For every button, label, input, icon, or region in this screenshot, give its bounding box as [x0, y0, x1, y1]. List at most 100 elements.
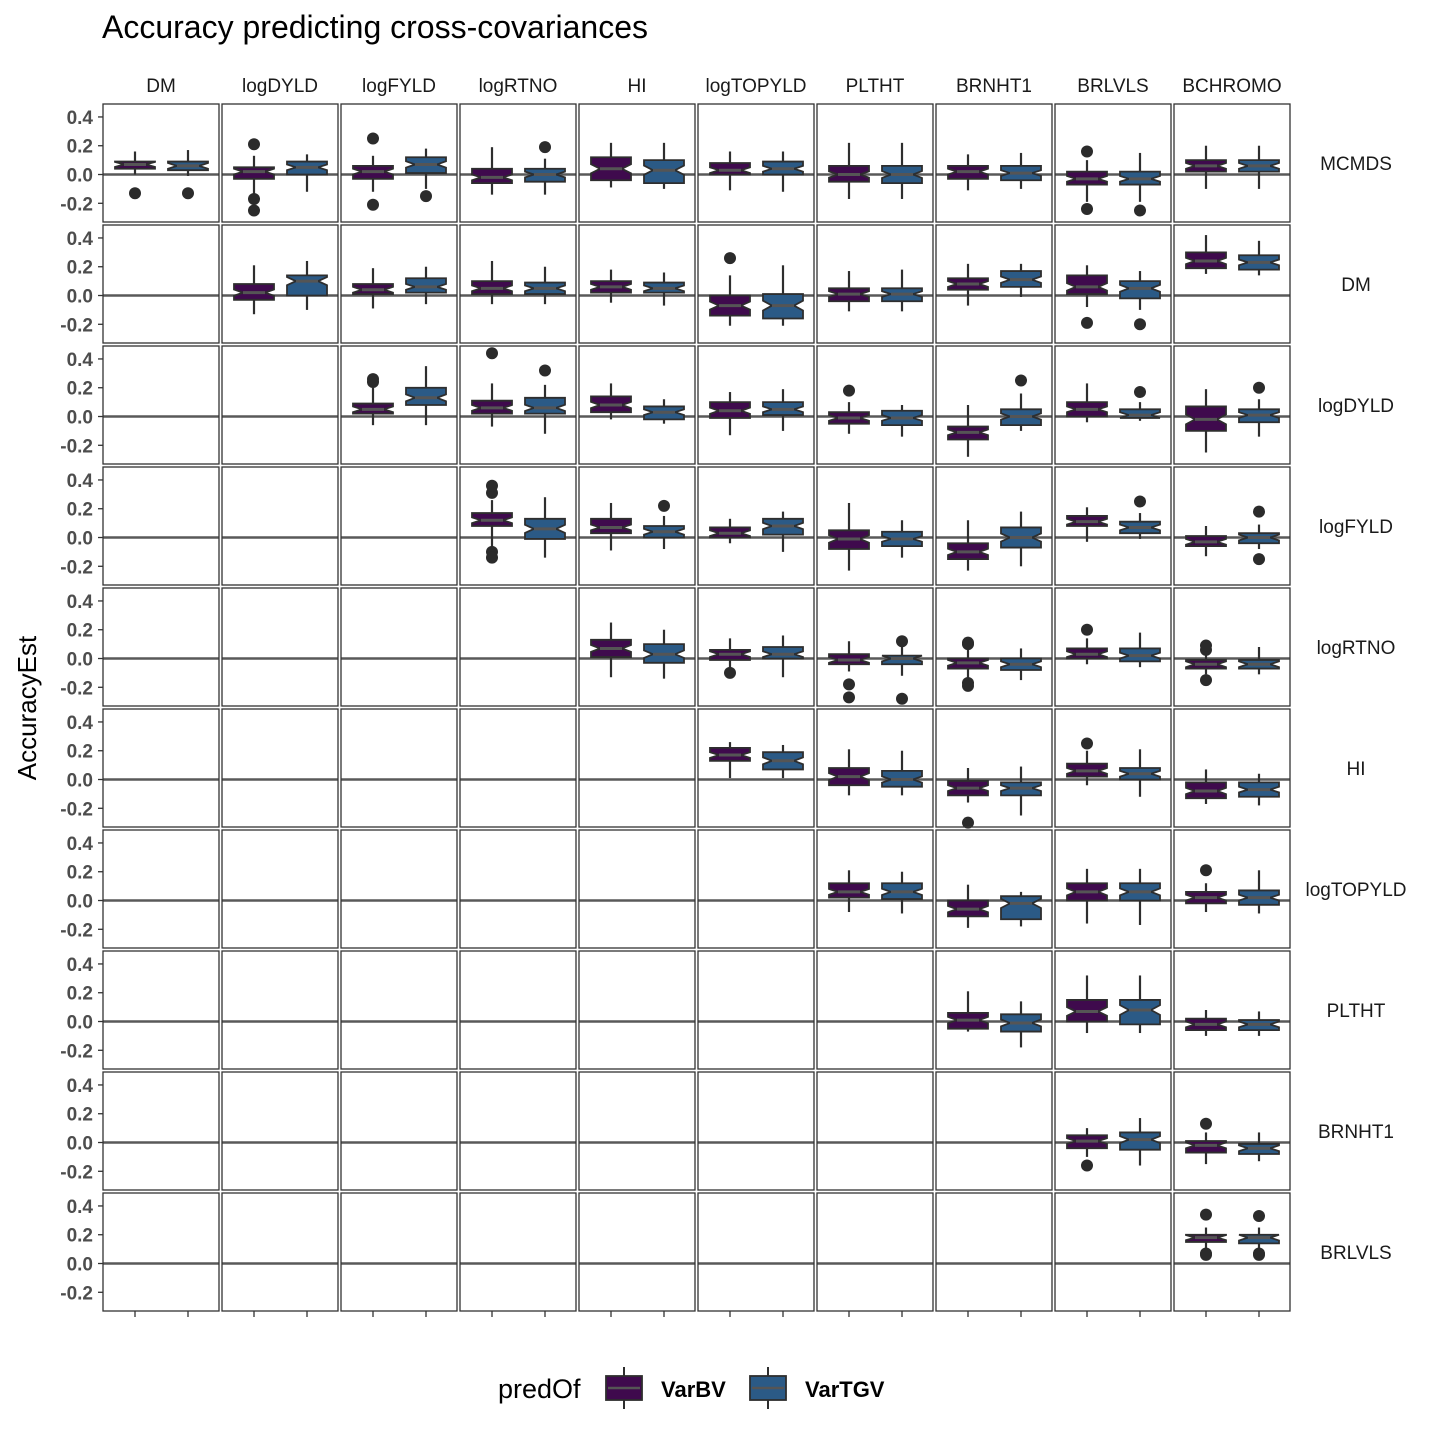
- box-VarBV: [828, 384, 870, 434]
- outlier-point: [843, 691, 855, 704]
- panel-border: [102, 950, 220, 1070]
- box-VarBV: [1185, 145, 1227, 189]
- panel-border: [1173, 587, 1291, 707]
- y-axis-label: AccuracyEst: [12, 635, 42, 780]
- box-VarTGV: [1238, 773, 1280, 806]
- panel-border: [697, 224, 815, 344]
- outlier-point: [486, 347, 498, 360]
- outlier-point: [896, 692, 908, 705]
- panel-border: [578, 345, 696, 465]
- panel-border: [578, 224, 696, 344]
- panel-background: [698, 830, 814, 948]
- row-strip-label: logDYLD: [1318, 396, 1394, 417]
- box-VarTGV: [1238, 240, 1280, 276]
- outlier-point: [367, 132, 379, 145]
- box-VarBV: [1185, 769, 1227, 804]
- box-VarTGV: [881, 635, 923, 705]
- box-VarBV: [947, 520, 989, 571]
- y-tick-label: 0.0: [67, 771, 93, 792]
- box-VarBV: [1185, 639, 1227, 687]
- panel-background: [222, 951, 338, 1069]
- panel-background: [817, 225, 933, 343]
- y-tick-label: 0.4: [67, 108, 94, 129]
- outlier-point: [962, 636, 974, 649]
- row-strip-label: logTOPYLD: [1305, 880, 1406, 901]
- box-VarTGV: [1238, 1132, 1280, 1162]
- panel-border: [578, 950, 696, 1070]
- panel-background: [222, 709, 338, 827]
- box-body: [286, 274, 328, 297]
- box-VarTGV: [1119, 975, 1161, 1034]
- outlier-point: [248, 192, 260, 205]
- y-tick-label: 0.2: [67, 1226, 93, 1247]
- panel-border: [221, 829, 339, 949]
- panel-background: [341, 467, 457, 585]
- outlier-point: [843, 384, 855, 397]
- outlier-point: [367, 198, 379, 211]
- panel-background: [460, 1193, 576, 1311]
- outlier-point: [1081, 316, 1093, 329]
- panel-background: [460, 951, 576, 1069]
- panel-background: [222, 830, 338, 948]
- y-tick-label: 0.2: [67, 1105, 93, 1126]
- panel-border: [1173, 224, 1291, 344]
- panel-border: [816, 1071, 934, 1191]
- panel-border: [816, 224, 934, 344]
- box-VarTGV: [405, 148, 447, 203]
- panel-border: [697, 1071, 815, 1191]
- box-VarBV: [947, 263, 989, 306]
- panel-background: [1174, 830, 1290, 948]
- y-tick-label: -0.2: [60, 799, 93, 820]
- panel-border: [459, 950, 577, 1070]
- box-VarTGV: [881, 142, 923, 199]
- outlier-point: [1253, 553, 1265, 566]
- legend-title: predOf: [498, 1374, 581, 1404]
- legend-label: VarTGV: [805, 1377, 885, 1402]
- y-tick-label: 0.0: [67, 408, 93, 429]
- box-VarBV: [590, 269, 632, 303]
- outlier-point: [1200, 639, 1212, 652]
- box-VarTGV: [1000, 152, 1042, 189]
- panel-border: [697, 829, 815, 949]
- panel-border: [102, 1071, 220, 1191]
- y-tick-label: 0.4: [67, 1076, 94, 1097]
- panel-border: [1054, 1192, 1172, 1312]
- outlier-point: [486, 479, 498, 492]
- panel-border: [102, 224, 220, 344]
- box-VarBV: [709, 742, 751, 779]
- panel-border: [1173, 466, 1291, 586]
- panel-background: [817, 1193, 933, 1311]
- panel-background: [1174, 709, 1290, 827]
- box-VarBV: [1185, 389, 1227, 453]
- outlier-point: [724, 252, 736, 265]
- box-VarBV: [947, 154, 989, 191]
- box-VarTGV: [1000, 374, 1042, 431]
- panel-border: [459, 1192, 577, 1312]
- panel-background: [341, 1193, 457, 1311]
- panel-border: [340, 950, 458, 1070]
- panel-background: [1174, 467, 1290, 585]
- y-tick-label: 0.0: [67, 1255, 93, 1276]
- box-VarTGV: [524, 141, 566, 195]
- y-tick-label: 0.4: [67, 592, 94, 613]
- outlier-point: [367, 373, 379, 386]
- panel-border: [935, 466, 1053, 586]
- box-VarBV: [233, 265, 275, 315]
- panel-border: [816, 587, 934, 707]
- box-VarTGV: [881, 871, 923, 914]
- row-facet-strips: MCMDS DM logDYLD logFYLD logRTNO HI logTOPYLD P…: [1305, 154, 1406, 1264]
- panel-background: [579, 1072, 695, 1190]
- box-VarBV: [709, 252, 751, 326]
- outlier-point: [1200, 1208, 1212, 1221]
- outlier-point: [1200, 674, 1212, 687]
- y-tick-label: 0.0: [67, 650, 93, 671]
- box-body: [1119, 999, 1161, 1026]
- chart-title: Accuracy predicting cross-covariances: [102, 9, 648, 45]
- box-body: [1066, 274, 1108, 295]
- panel-background: [1174, 346, 1290, 464]
- y-tick-label: -0.2: [60, 1162, 93, 1183]
- panel-border: [459, 345, 577, 465]
- box-VarBV: [828, 271, 870, 312]
- outlier-point: [896, 635, 908, 648]
- panel-background: [579, 709, 695, 827]
